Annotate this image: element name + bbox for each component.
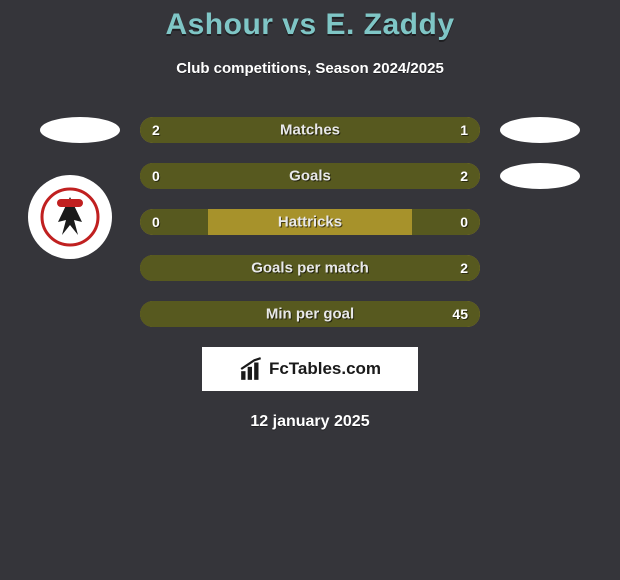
avatar-placeholder — [500, 209, 580, 235]
stat-label: Hattricks — [278, 214, 342, 231]
avatar-placeholder — [500, 255, 580, 281]
stat-value-right: 2 — [460, 168, 468, 184]
avatar-placeholder — [40, 255, 120, 281]
avatar-placeholder — [40, 301, 120, 327]
stat-value-right: 0 — [460, 214, 468, 230]
stat-bar: 0 Goals 2 — [140, 163, 480, 189]
stat-label: Goals per match — [251, 260, 369, 277]
stat-value-left: 0 — [152, 168, 160, 184]
player-avatar-right — [500, 163, 580, 189]
date-text: 12 january 2025 — [0, 413, 620, 431]
stat-value-right: 1 — [460, 122, 468, 138]
stat-bar: Min per goal 45 — [140, 301, 480, 327]
stat-label: Goals — [289, 168, 331, 185]
subtitle: Club competitions, Season 2024/2025 — [0, 60, 620, 77]
brand-link[interactable]: FcTables.com — [202, 347, 418, 391]
player-avatar-left — [40, 117, 120, 143]
chart-icon — [239, 356, 265, 382]
stat-label: Min per goal — [266, 306, 354, 323]
avatar-placeholder — [500, 301, 580, 327]
stat-bar: Goals per match 2 — [140, 255, 480, 281]
stat-value-right: 2 — [460, 260, 468, 276]
player-avatar-right — [500, 117, 580, 143]
club-badge-left — [28, 175, 112, 259]
stat-value-right: 45 — [452, 306, 468, 322]
stat-bar: 0 Hattricks 0 — [140, 209, 480, 235]
stat-label: Matches — [280, 122, 340, 139]
stat-value-left: 0 — [152, 214, 160, 230]
bar-fill-right — [412, 209, 480, 235]
page-title: Ashour vs E. Zaddy — [0, 0, 620, 42]
stat-row: Goals per match 2 — [0, 255, 620, 281]
stat-value-left: 2 — [152, 122, 160, 138]
bar-fill-left — [140, 209, 208, 235]
eagle-icon — [40, 187, 100, 247]
stat-row: Min per goal 45 — [0, 301, 620, 327]
stat-row: 2 Matches 1 — [0, 117, 620, 143]
stat-bar: 2 Matches 1 — [140, 117, 480, 143]
brand-text: FcTables.com — [269, 359, 381, 379]
stats-section: 2 Matches 1 0 Goals 2 0 Hattricks 0 — [0, 117, 620, 327]
